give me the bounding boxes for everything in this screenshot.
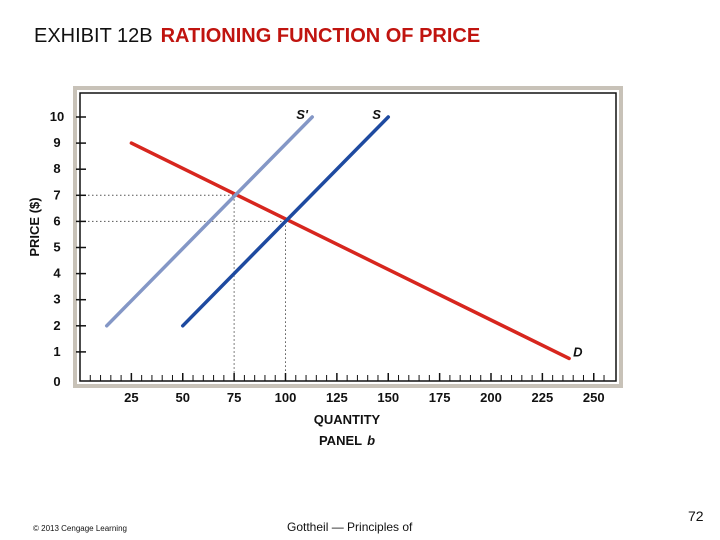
x-tick-label-6: 150 <box>377 390 399 405</box>
panel-label-letter: b <box>367 433 375 448</box>
y-tick-label-6: 5 <box>53 240 60 255</box>
x-tick-label-1: 25 <box>124 390 138 405</box>
x-tick-label-10: 250 <box>583 390 605 405</box>
y-tick-label-4: 3 <box>53 292 60 307</box>
y-tick-label-8: 7 <box>53 187 60 202</box>
series-line-3 <box>181 115 390 328</box>
y-tick-label-9: 8 <box>53 161 60 176</box>
panel-label-text: PANEL <box>319 433 362 448</box>
x-tick-label-9: 225 <box>532 390 554 405</box>
y-tick-label-10: 9 <box>53 135 60 150</box>
series-line-2 <box>104 115 314 328</box>
x-tick-label-7: 175 <box>429 390 451 405</box>
page-number: 72 <box>688 508 704 524</box>
x-tick-label-8: 200 <box>480 390 502 405</box>
series-line-1 <box>129 141 571 361</box>
series-label-1: D <box>573 344 583 359</box>
x-tick-label-2: 50 <box>176 390 190 405</box>
axes: 0 1 2 3 4 5 6 7 8 9 10 25 50 75 100 125 150 175 200 225 250 <box>50 109 605 405</box>
series-label-3: S <box>372 107 381 122</box>
y-tick-label-2: 1 <box>53 344 60 359</box>
source-text: Gottheil — Principles of <box>287 520 413 534</box>
y-tick-label-5: 4 <box>53 266 61 281</box>
x-tick-label-4: 100 <box>275 390 297 405</box>
plot-frame <box>73 86 623 388</box>
y-axis-label: PRICE ($) <box>27 197 42 256</box>
x-tick-label-5: 125 <box>326 390 348 405</box>
x-tick-label-3: 75 <box>227 390 241 405</box>
title-exhibit-number: EXHIBIT 12B <box>34 25 153 47</box>
title-heading: RATIONING FUNCTION OF PRICE <box>160 25 481 47</box>
series-labels: D S' S <box>296 107 583 359</box>
y-tick-label-3: 2 <box>53 318 60 333</box>
y-tick-label-1: 0 <box>53 374 60 389</box>
x-axis-label: QUANTITY <box>314 412 381 427</box>
series-lines <box>104 115 571 361</box>
y-tick-label-7: 6 <box>53 213 60 228</box>
y-tick-label-11: 10 <box>50 109 64 124</box>
slide-title: EXHIBIT 12B RATIONING FUNCTION OF PRICE <box>34 25 480 48</box>
guide-lines <box>80 194 286 381</box>
series-label-2: S' <box>296 107 309 122</box>
plot-area <box>79 92 617 382</box>
copyright-text: © 2013 Cengage Learning <box>33 524 127 533</box>
panel-label: PANEL b <box>319 433 375 448</box>
